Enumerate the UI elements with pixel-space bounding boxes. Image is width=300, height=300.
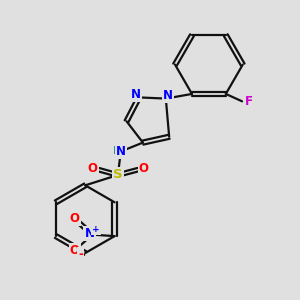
Text: -: - — [78, 248, 83, 261]
Text: N: N — [163, 89, 173, 102]
Text: N: N — [116, 145, 126, 158]
Text: F: F — [245, 95, 253, 108]
Text: O: O — [70, 212, 80, 225]
Text: O: O — [70, 244, 80, 257]
Text: H: H — [112, 146, 120, 156]
Text: O: O — [139, 162, 149, 175]
Text: N: N — [85, 227, 94, 240]
Text: +: + — [92, 225, 100, 234]
Text: O: O — [88, 162, 98, 175]
Text: S: S — [113, 169, 123, 182]
Text: N: N — [131, 88, 141, 101]
